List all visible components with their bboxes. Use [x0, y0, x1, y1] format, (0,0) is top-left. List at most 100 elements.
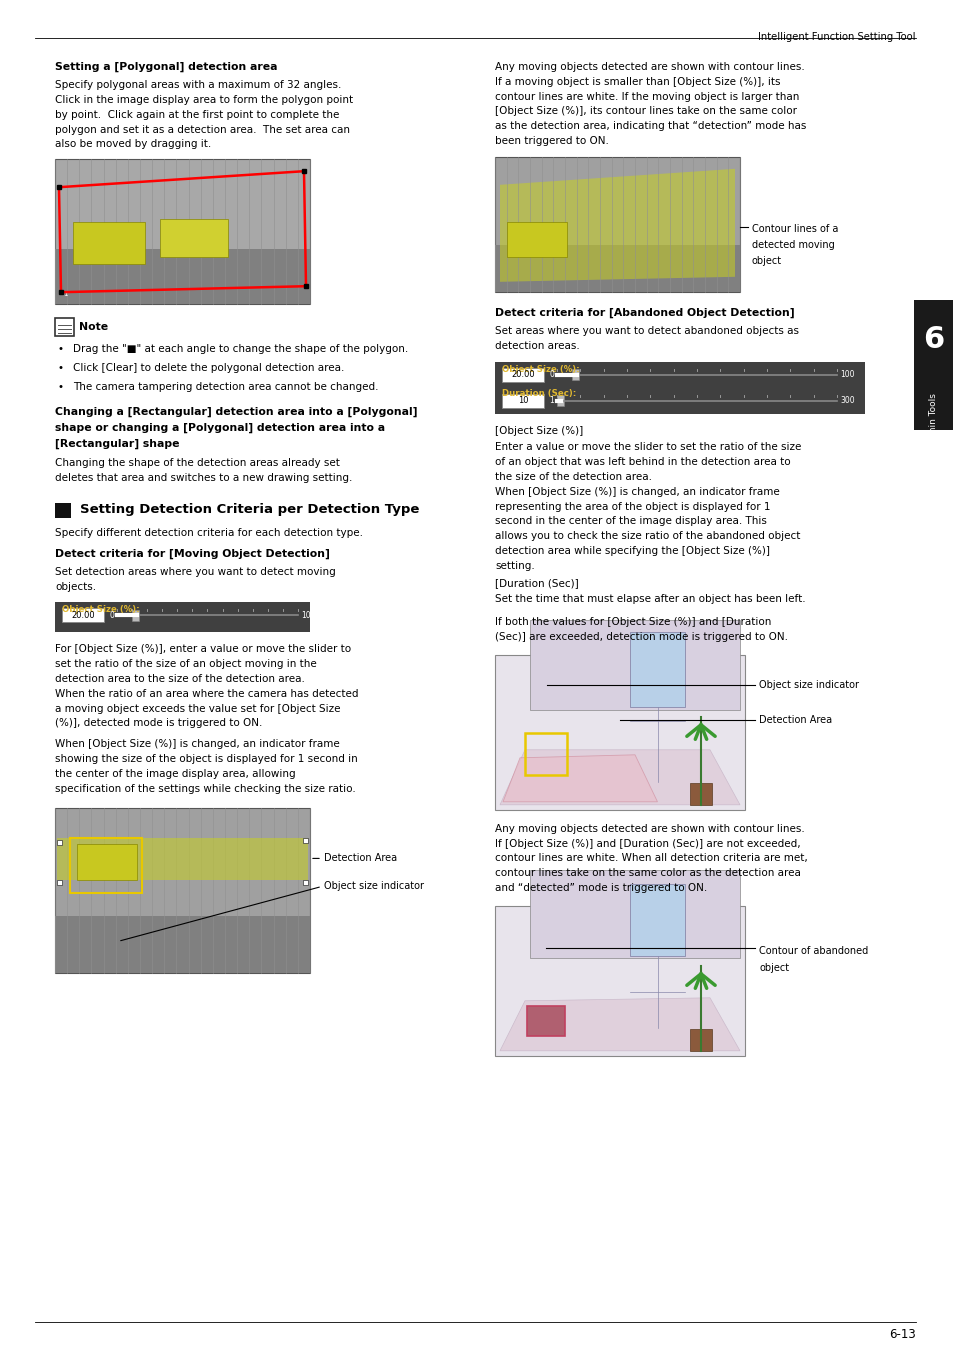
Bar: [55, 915, 310, 973]
Text: Changing a [Rectangular] detection area into a [Polygonal]: Changing a [Rectangular] detection area …: [55, 406, 417, 417]
Text: Detect criteria for [Abandoned Object Detection]: Detect criteria for [Abandoned Object De…: [495, 308, 794, 319]
Text: Contour lines of a: Contour lines of a: [751, 224, 838, 234]
Text: 0: 0: [109, 612, 113, 620]
Bar: [62, 609, 104, 622]
Text: [Duration (Sec)]: [Duration (Sec)]: [495, 578, 578, 587]
Bar: [132, 610, 139, 621]
Text: When the ratio of an area where the camera has detected: When the ratio of an area where the came…: [55, 688, 358, 699]
Text: Detection Area: Detection Area: [324, 853, 396, 864]
Text: The camera tampering detection area cannot be changed.: The camera tampering detection area cann…: [73, 382, 378, 391]
Bar: [70, 838, 142, 894]
Text: object: object: [759, 963, 788, 973]
Bar: [303, 838, 308, 842]
Text: Specify different detection criteria for each detection type.: Specify different detection criteria for…: [55, 528, 363, 537]
Bar: [495, 244, 740, 292]
Bar: [160, 219, 228, 258]
Text: shape or changing a [Polygonal] detection area into a: shape or changing a [Polygonal] detectio…: [55, 423, 385, 433]
Text: polygon and set it as a detection area.  The set area can: polygon and set it as a detection area. …: [55, 124, 350, 135]
Text: Setting Detection Criteria per Detection Type: Setting Detection Criteria per Detection…: [80, 502, 419, 516]
Bar: [57, 880, 62, 884]
Text: Any moving objects detected are shown with contour lines.: Any moving objects detected are shown wi…: [495, 62, 804, 72]
Text: [Rectangular] shape: [Rectangular] shape: [55, 439, 179, 450]
Bar: [629, 884, 684, 956]
Text: allows you to check the size ratio of the abandoned object: allows you to check the size ratio of th…: [495, 531, 800, 541]
Text: objects.: objects.: [55, 582, 96, 591]
Text: showing the size of the object is displayed for 1 second in: showing the size of the object is displa…: [55, 755, 357, 764]
Text: of an object that was left behind in the detection area to: of an object that was left behind in the…: [495, 458, 790, 467]
Polygon shape: [499, 749, 740, 805]
Text: If [Object Size (%)] and [Duration (Sec)] are not exceeded,: If [Object Size (%)] and [Duration (Sec)…: [495, 838, 800, 849]
Polygon shape: [499, 998, 740, 1050]
Bar: [495, 906, 744, 1056]
Text: been triggered to ON.: been triggered to ON.: [495, 136, 608, 146]
Bar: [913, 300, 953, 431]
Text: contour lines are white. When all detection criteria are met,: contour lines are white. When all detect…: [495, 853, 807, 864]
Bar: [495, 157, 740, 292]
Bar: [689, 783, 711, 805]
Text: When [Object Size (%)] is changed, an indicator frame: When [Object Size (%)] is changed, an in…: [495, 487, 779, 497]
Text: setting.: setting.: [495, 560, 535, 571]
Text: detection areas.: detection areas.: [495, 340, 579, 351]
Text: contour lines take on the same color as the detection area: contour lines take on the same color as …: [495, 868, 800, 879]
Bar: [530, 620, 740, 710]
Bar: [57, 841, 62, 845]
Text: Specify polygonal areas with a maximum of 32 angles.: Specify polygonal areas with a maximum o…: [55, 80, 341, 90]
Text: also be moved by dragging it.: also be moved by dragging it.: [55, 139, 211, 150]
Bar: [55, 809, 310, 973]
Text: (Sec)] are exceeded, detection mode is triggered to ON.: (Sec)] are exceeded, detection mode is t…: [495, 632, 787, 643]
Text: Note: Note: [79, 323, 108, 332]
Text: 0: 0: [548, 370, 554, 379]
Text: 10: 10: [517, 396, 528, 405]
Text: 6: 6: [923, 325, 943, 355]
Text: Object size indicator: Object size indicator: [324, 882, 423, 891]
Bar: [55, 602, 310, 632]
Text: 1: 1: [548, 396, 553, 405]
Bar: [55, 502, 71, 518]
Text: When [Object Size (%)] is changed, an indicator frame: When [Object Size (%)] is changed, an in…: [55, 740, 339, 749]
Text: contour lines are white. If the moving object is larger than: contour lines are white. If the moving o…: [495, 92, 799, 101]
Bar: [303, 880, 308, 884]
Text: Click [Clear] to delete the polygonal detection area.: Click [Clear] to delete the polygonal de…: [73, 363, 344, 373]
Text: and “detected” mode is triggered to ON.: and “detected” mode is triggered to ON.: [495, 883, 706, 892]
Bar: [55, 250, 310, 304]
Bar: [73, 223, 145, 265]
Bar: [526, 1006, 564, 1035]
Text: Set detection areas where you want to detect moving: Set detection areas where you want to de…: [55, 567, 335, 576]
Text: Click in the image display area to form the polygon point: Click in the image display area to form …: [55, 95, 353, 105]
Text: representing the area of the object is displayed for 1: representing the area of the object is d…: [495, 502, 770, 512]
Text: (%)], detected mode is triggered to ON.: (%)], detected mode is triggered to ON.: [55, 718, 262, 729]
Text: If a moving object is smaller than [Object Size (%)], its: If a moving object is smaller than [Obje…: [495, 77, 780, 86]
Text: Object Size (%):: Object Size (%):: [62, 605, 139, 614]
Bar: [501, 367, 543, 382]
Text: specification of the settings while checking the size ratio.: specification of the settings while chec…: [55, 783, 355, 794]
Text: as the detection area, indicating that “detection” mode has: as the detection area, indicating that “…: [495, 122, 805, 131]
Bar: [55, 319, 74, 336]
Text: Duration (Sec):: Duration (Sec):: [501, 389, 576, 398]
Bar: [629, 632, 684, 707]
Text: Detect criteria for [Moving Object Detection]: Detect criteria for [Moving Object Detec…: [55, 548, 330, 559]
Text: Intelligent Function Setting Tool: Intelligent Function Setting Tool: [758, 32, 915, 42]
Bar: [506, 221, 566, 256]
Text: •: •: [57, 382, 63, 391]
Bar: [501, 394, 543, 408]
Text: [Object Size (%)]: [Object Size (%)]: [495, 425, 582, 436]
Text: Enter a value or move the slider to set the ratio of the size: Enter a value or move the slider to set …: [495, 443, 801, 452]
Bar: [524, 733, 566, 775]
Text: detection area while specifying the [Object Size (%)]: detection area while specifying the [Obj…: [495, 545, 769, 556]
Text: Admin Tools: Admin Tools: [928, 393, 938, 447]
Text: •: •: [57, 363, 63, 373]
Text: 300: 300: [840, 396, 854, 405]
Text: the size of the detection area.: the size of the detection area.: [495, 472, 651, 482]
Bar: [55, 159, 310, 304]
Polygon shape: [499, 169, 734, 282]
Text: 20.00: 20.00: [71, 612, 94, 620]
Text: Changing the shape of the detection areas already set: Changing the shape of the detection area…: [55, 458, 339, 468]
Text: 20.00: 20.00: [511, 370, 535, 379]
Text: •: •: [57, 344, 63, 354]
Text: 100: 100: [301, 612, 315, 620]
Text: Object size indicator: Object size indicator: [759, 680, 858, 690]
Bar: [530, 869, 740, 957]
Text: a moving object exceeds the value set for [Object Size: a moving object exceeds the value set fo…: [55, 703, 340, 714]
Text: detected moving: detected moving: [751, 240, 834, 250]
Text: 1: 1: [63, 292, 68, 297]
